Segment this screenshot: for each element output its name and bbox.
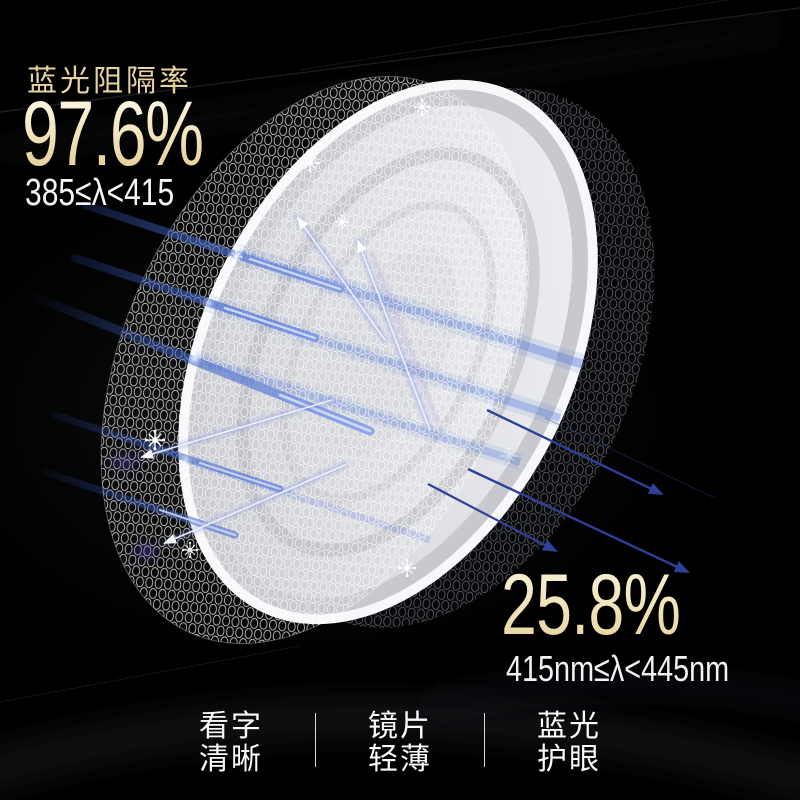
feature-line: 轻薄: [368, 743, 432, 776]
transmission-wavelength-range: 415nm≤λ<445nm: [506, 648, 730, 689]
feature-list: 看字 清晰 镜片 轻薄 蓝光 护眼: [0, 710, 800, 776]
blocking-rate-value: 97.6%: [22, 83, 204, 185]
feature-line: 镜片: [368, 710, 432, 743]
transmission-rate-value: 25.8%: [501, 557, 681, 653]
feature-clear-text: 看字 清晰: [196, 710, 266, 776]
transmitted-light-arrows: [427, 408, 716, 574]
feature-line: 看字: [199, 710, 263, 743]
feature-line: 护眼: [537, 743, 601, 776]
feature-thin-lens: 镜片 轻薄: [365, 710, 435, 776]
incoming-blue-light-beams: [25, 201, 375, 539]
feature-line: 清晰: [199, 743, 263, 776]
feature-line: 蓝光: [537, 710, 601, 743]
feature-eye-protection: 蓝光 护眼: [534, 710, 604, 776]
feature-divider: [315, 713, 316, 767]
blocking-wavelength-range: 385≤λ<415: [25, 172, 175, 214]
feature-divider: [484, 713, 485, 767]
blocking-rate-label: 蓝光阻隔率: [27, 65, 192, 98]
reflected-light-arrows: [113, 215, 440, 557]
